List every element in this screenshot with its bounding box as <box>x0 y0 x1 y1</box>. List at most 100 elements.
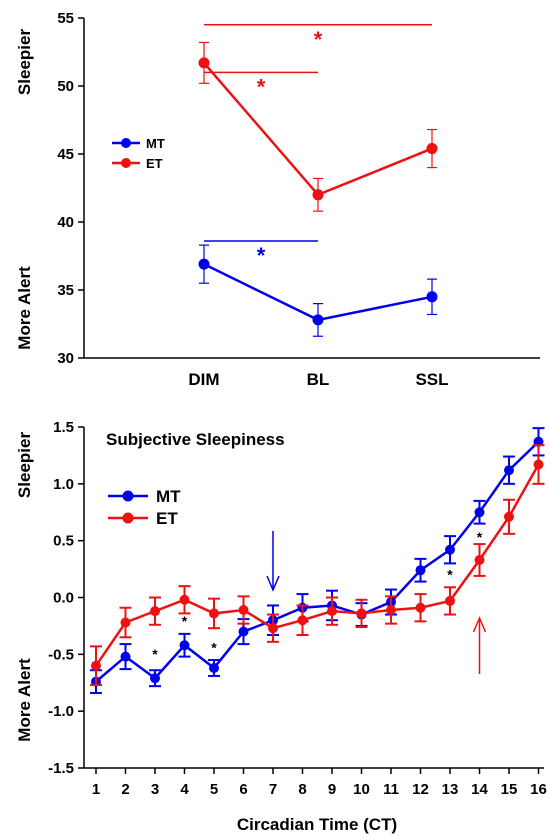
significance-asterisk: * <box>211 639 217 655</box>
data-point-mt <box>312 314 324 326</box>
y-tick-label: 1.0 <box>53 476 74 493</box>
x-tick-label: 13 <box>442 781 459 798</box>
y-tick-label: -1.0 <box>48 703 74 720</box>
data-point-mt <box>415 565 426 576</box>
bottom-annotations: * * * * * <box>152 529 487 674</box>
data-point-et <box>209 608 219 619</box>
x-tick-label: SSL <box>415 370 448 389</box>
data-point-et <box>445 595 455 606</box>
bottom-chart-title: Subjective Sleepiness <box>106 430 285 449</box>
y-tick-label: 35 <box>57 282 74 299</box>
x-tick-label: 3 <box>151 781 159 798</box>
x-tick-label: 4 <box>180 781 189 798</box>
x-tick-label: 16 <box>530 781 547 798</box>
significance-asterisk: * <box>447 567 453 583</box>
significance-asterisk: * <box>182 613 188 629</box>
significance-asterisk: * <box>314 27 323 52</box>
x-tick-label: 9 <box>328 781 336 798</box>
bottom-series <box>90 427 545 694</box>
data-point-mt <box>474 507 485 518</box>
data-point-et <box>120 617 131 628</box>
significance-asterisk: * <box>152 646 158 662</box>
data-point-et <box>150 606 160 617</box>
data-point-et <box>179 594 190 605</box>
y-tick-label: 30 <box>57 350 74 367</box>
bottom-ylabel-more-alert: More Alert <box>15 658 34 742</box>
annotation-arrow-head <box>472 616 487 633</box>
bottom-ylabel-sleepier: Sleepier <box>15 432 34 499</box>
data-point-et <box>297 615 308 626</box>
x-tick-label: 12 <box>412 781 429 798</box>
y-tick-label: 50 <box>57 78 74 95</box>
data-point-et <box>327 606 337 617</box>
x-tick-label: 14 <box>471 781 488 798</box>
data-point-et <box>356 608 367 619</box>
legend-label-et: ET <box>156 509 178 528</box>
legend-label-mt: MT <box>156 487 181 506</box>
series-line-et <box>203 62 433 197</box>
x-tick-label: 6 <box>239 781 247 798</box>
data-point-mt <box>238 626 249 637</box>
legend-marker-et <box>121 158 131 168</box>
data-point-et <box>533 459 544 470</box>
data-point-et <box>504 511 514 522</box>
data-point-mt <box>198 258 210 270</box>
data-point-mt <box>504 465 514 476</box>
top-legend: MT ET <box>112 136 165 171</box>
x-tick-label: 7 <box>269 781 277 798</box>
data-point-et <box>198 57 210 69</box>
data-point-et <box>238 605 249 616</box>
y-tick-label: -1.5 <box>48 760 74 777</box>
x-tick-label: 10 <box>353 781 370 798</box>
data-point-et <box>312 189 324 201</box>
bottom-axes: -1.5-1.0-0.50.00.51.01.51 2 3 4 5 6 7 8 9 10 11 12 1… <box>48 419 547 798</box>
x-tick-label: 2 <box>121 781 129 798</box>
x-tick-label: 1 <box>92 781 100 798</box>
top-axes: 30 35 40 45 50 55 DIM BL SSL <box>57 10 540 389</box>
y-tick-label: 0.5 <box>53 533 74 550</box>
top-significance-bars: * * * <box>204 24 432 268</box>
significance-asterisk: * <box>257 74 266 99</box>
x-tick-label: 5 <box>210 781 218 798</box>
x-tick-label: BL <box>307 370 330 389</box>
legend-label-et: ET <box>146 156 163 171</box>
legend-marker-mt <box>121 138 131 148</box>
annotation-arrow-head <box>266 575 280 592</box>
data-point-mt <box>150 673 160 684</box>
significance-asterisk: * <box>477 529 483 545</box>
x-tick-label: 15 <box>501 781 518 798</box>
data-point-et <box>386 605 396 616</box>
bottom-legend: MT ET <box>108 487 181 528</box>
data-point-mt <box>120 651 131 662</box>
significance-asterisk: * <box>257 243 266 268</box>
y-tick-label: 55 <box>57 10 74 27</box>
data-point-et <box>426 143 438 155</box>
top-ylabel-sleepier: Sleepier <box>15 29 34 96</box>
data-point-mt <box>179 640 190 651</box>
top-series <box>198 41 438 337</box>
legend-marker-mt <box>122 490 134 502</box>
data-point-mt <box>445 544 455 555</box>
y-tick-label: 1.5 <box>53 419 74 436</box>
y-tick-label: 40 <box>57 214 74 231</box>
data-point-et <box>415 602 426 613</box>
data-point-et <box>91 660 101 671</box>
data-point-mt <box>426 291 438 303</box>
y-tick-label: 45 <box>57 146 74 163</box>
bottom-chart: -1.5-1.0-0.50.00.51.01.51 2 3 4 5 6 7 8 9 10 11 12 1… <box>15 419 547 834</box>
x-tick-label: 8 <box>298 781 306 798</box>
x-tick-label: 11 <box>383 781 399 798</box>
bottom-xlabel: Circadian Time (CT) <box>237 815 397 834</box>
top-ylabel-more-alert: More Alert <box>15 266 34 350</box>
legend-marker-et <box>122 512 134 524</box>
data-point-mt <box>209 662 219 673</box>
series-line-et <box>94 463 540 667</box>
y-tick-label: 0.0 <box>53 590 74 607</box>
data-point-et <box>268 623 278 634</box>
legend-label-mt: MT <box>146 136 165 151</box>
x-tick-label: DIM <box>188 370 219 389</box>
y-tick-label: -0.5 <box>48 646 74 663</box>
data-point-et <box>474 554 485 565</box>
